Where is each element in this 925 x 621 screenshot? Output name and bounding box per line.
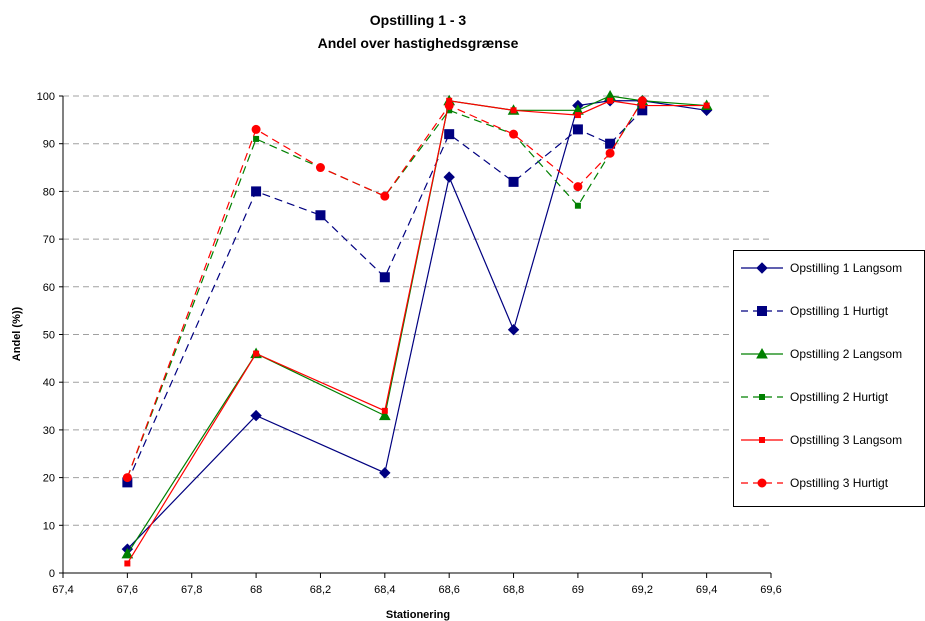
- y-axis-label: Andel (%)): [11, 306, 23, 361]
- data-point: [379, 467, 391, 479]
- series-line: [126, 100, 707, 564]
- data-point: [250, 409, 262, 422]
- x-tick-label: 67,4: [52, 584, 73, 596]
- x-tick-label: 68,2: [310, 584, 331, 596]
- data-point: [315, 163, 325, 173]
- y-tick-label: 10: [43, 520, 55, 532]
- x-axis-label: Stationering: [386, 609, 450, 621]
- legend-label: Opstilling 2 Langsom: [790, 347, 902, 361]
- y-tick-label: 0: [49, 568, 55, 580]
- data-point: [378, 409, 391, 421]
- data-point: [605, 138, 616, 149]
- series-line: [126, 100, 643, 478]
- legend-item: Opstilling 2 Langsom: [741, 347, 902, 361]
- x-tick-label: 68,6: [438, 584, 459, 596]
- legend-swatch-marker: [756, 347, 768, 359]
- y-tick-label: 50: [43, 330, 55, 342]
- x-tick-label: 68,4: [374, 584, 395, 596]
- data-point: [443, 171, 455, 183]
- data-point: [124, 560, 131, 567]
- x-tick-label: 67,6: [117, 584, 138, 596]
- series-5: [124, 97, 710, 567]
- legend-item: Opstilling 3 Hurtigt: [741, 476, 889, 490]
- x-tick-label: 69,6: [760, 584, 781, 596]
- data-point: [607, 97, 614, 104]
- x-tick-label: 69,2: [632, 584, 653, 596]
- legend-swatch-marker: [757, 478, 767, 488]
- legend-item: Opstilling 2 Hurtigt: [741, 390, 889, 404]
- legend-label: Opstilling 1 Hurtigt: [790, 304, 889, 318]
- legend-swatch-marker: [759, 437, 765, 443]
- chart-title: Opstilling 1 - 3: [370, 12, 467, 28]
- legend-label: Opstilling 2 Hurtigt: [790, 390, 889, 404]
- data-point: [380, 191, 390, 201]
- legend-item: Opstilling 1 Langsom: [741, 261, 902, 275]
- data-point: [507, 324, 520, 336]
- data-point: [315, 210, 326, 221]
- data-point: [574, 202, 581, 209]
- x-tick-label: 69: [572, 584, 584, 596]
- gridlines: [63, 95, 771, 526]
- y-tick-label: 40: [43, 377, 55, 389]
- data-point: [637, 96, 647, 106]
- x-axis-ticks: 67,4 67,6 67,8 68 68,2 68,4 68,6 68,8 69 69,2 69,4…: [52, 573, 782, 596]
- data-point: [509, 129, 519, 139]
- y-tick-label: 80: [43, 186, 55, 198]
- data-point: [572, 124, 583, 135]
- x-tick-label: 68: [250, 584, 262, 596]
- data-point: [573, 182, 583, 192]
- legend-box: [733, 250, 925, 507]
- legend-label: Opstilling 1 Langsom: [790, 261, 902, 275]
- legend-swatch-marker: [757, 306, 767, 316]
- series-2: [122, 105, 648, 488]
- legend: Opstilling 1 Langsom Opstilling 1 Hurtigt…: [733, 250, 925, 507]
- data-point: [121, 547, 134, 559]
- series-1: [121, 95, 713, 555]
- data-point: [444, 101, 454, 111]
- legend-swatch-marker: [759, 394, 765, 400]
- data-point: [444, 129, 455, 140]
- y-tick-label: 90: [43, 139, 55, 151]
- data-point: [508, 176, 519, 187]
- legend-swatch-marker: [756, 262, 768, 274]
- data-point: [381, 407, 388, 414]
- series-line: [126, 100, 707, 550]
- series-line: [126, 109, 643, 483]
- x-tick-label: 67,8: [181, 584, 202, 596]
- series-layer: [121, 89, 713, 567]
- y-tick-label: 30: [43, 425, 55, 437]
- x-tick-label: 69,4: [696, 584, 717, 596]
- data-point: [253, 135, 260, 142]
- x-tick-label: 68,8: [503, 584, 524, 596]
- series-6: [122, 96, 647, 483]
- legend-label: Opstilling 3 Hurtigt: [790, 476, 889, 490]
- y-axis-ticks: 0 10 20 30 40 50 60 70 80 90 100: [37, 91, 63, 580]
- data-point: [251, 186, 262, 197]
- legend-item: Opstilling 3 Langsom: [741, 433, 902, 447]
- data-point: [379, 272, 390, 283]
- legend-item: Opstilling 1 Hurtigt: [741, 304, 889, 318]
- y-tick-label: 70: [43, 234, 55, 246]
- series-4: [124, 97, 646, 481]
- y-tick-label: 100: [37, 91, 55, 103]
- data-point: [574, 112, 581, 119]
- data-point: [122, 473, 132, 483]
- y-tick-label: 20: [43, 473, 55, 485]
- legend-label: Opstilling 3 Langsom: [790, 433, 902, 447]
- data-point: [251, 124, 261, 134]
- data-point: [510, 107, 517, 114]
- data-point: [605, 148, 615, 158]
- data-point: [253, 350, 260, 357]
- y-tick-label: 60: [43, 282, 55, 294]
- data-point: [703, 102, 710, 109]
- chart-subtitle: Andel over hastighedsgrænse: [318, 35, 519, 51]
- series-line: [126, 100, 643, 478]
